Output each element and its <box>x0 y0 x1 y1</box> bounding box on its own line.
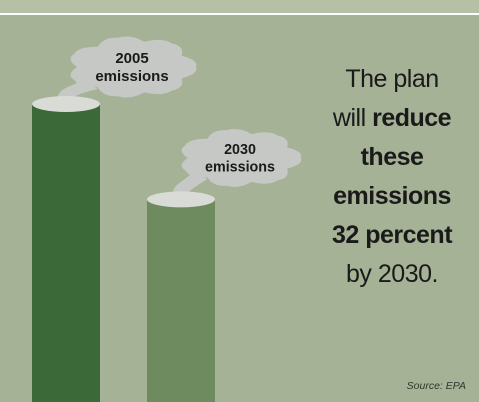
category-label-2030: 2030 emissions <box>205 142 275 175</box>
category-label-2005: 2005 emissions <box>95 50 168 85</box>
bar-2030 <box>147 199 215 402</box>
caption-line-6: by 2030. <box>346 260 438 288</box>
category-label-2030-line-2: emissions <box>205 159 275 175</box>
caption-line-1: The plan <box>345 65 439 93</box>
caption-line-5-bold: 32 percent <box>331 221 453 249</box>
bar-cap-2005 <box>32 96 100 112</box>
caption-line-2: will reduce <box>322 99 462 138</box>
caption-line-2-bold: reduce <box>372 104 452 132</box>
caption-line-3-bold: these <box>360 143 424 171</box>
smoke-wisp-2030 <box>173 171 208 198</box>
caption-line-3: these <box>322 138 462 177</box>
caption-text: The plan will reduce these emissions 32 … <box>322 60 462 294</box>
caption-line-2-prefix: will <box>332 104 373 132</box>
caption-line-4-bold: emissions <box>333 182 451 210</box>
category-label-2005-line-2: emissions <box>95 68 168 85</box>
caption-line-5: 32 percent <box>322 216 462 255</box>
category-label-2005-line-1: 2005 <box>115 50 148 67</box>
smoke-cloud-2005 <box>70 36 197 98</box>
bar-2005 <box>32 104 100 402</box>
smoke-cloud-2030 <box>181 128 302 188</box>
top-band <box>0 0 479 14</box>
source-note: Source: EPA <box>406 380 466 392</box>
bar-cap-2030 <box>147 191 215 208</box>
caption-line-4: emissions <box>322 177 462 216</box>
category-label-2030-line-1: 2030 <box>224 142 256 158</box>
